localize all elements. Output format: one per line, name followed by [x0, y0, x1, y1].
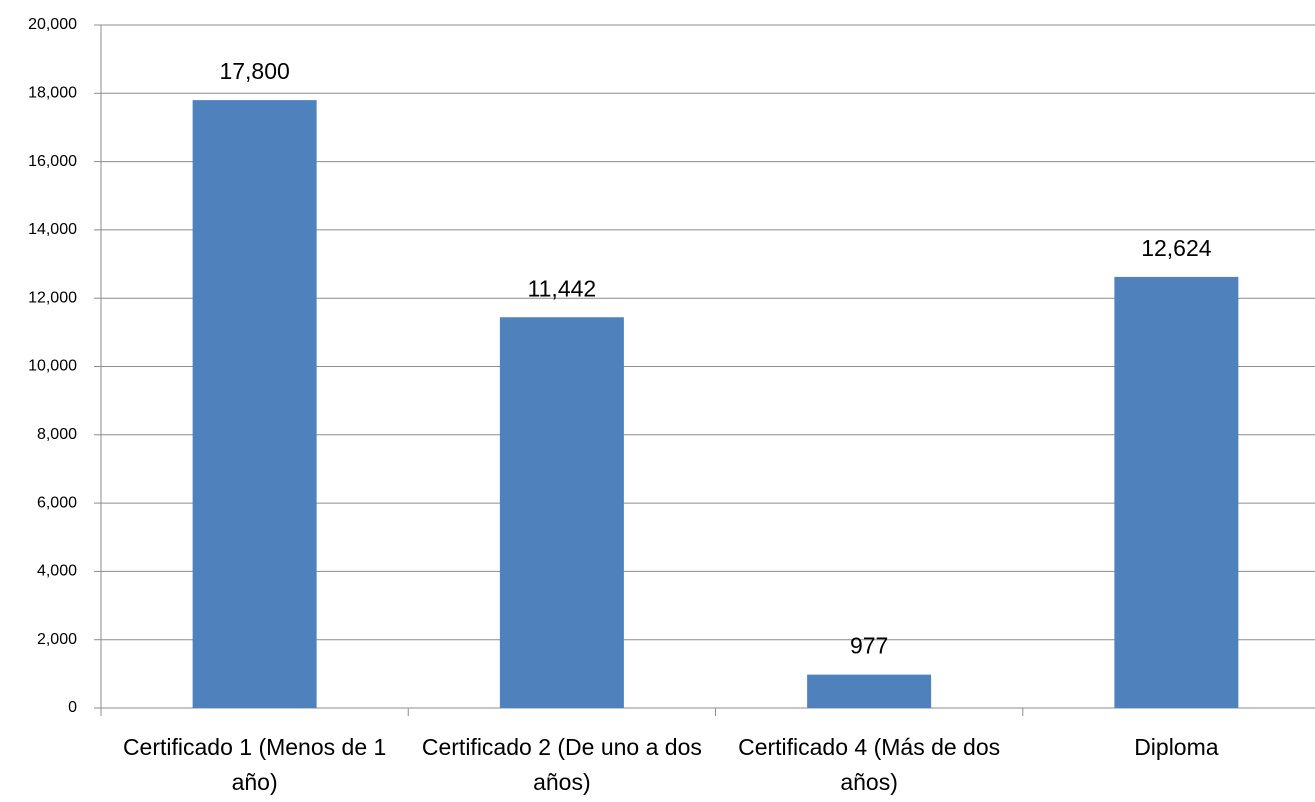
y-tick-label: 10,000 [28, 358, 77, 375]
y-tick-label: 16,000 [28, 153, 77, 170]
y-tick-label: 4,000 [37, 563, 77, 580]
y-tick-label: 6,000 [37, 494, 77, 511]
value-label: 12,624 [1141, 235, 1212, 261]
y-tick-label: 20,000 [28, 16, 77, 33]
bar [192, 100, 317, 708]
y-tick-label: 2,000 [37, 631, 77, 648]
x-tick-label: Certificado 4 (Más de dos años) [738, 734, 1001, 795]
x-tick-label: Certificado 1 (Menos de 1 año) [122, 734, 387, 795]
bar [499, 317, 624, 708]
x-tick-label: Certificado 2 (De uno a dos años) [421, 734, 702, 795]
y-tick-label: 12,000 [28, 289, 77, 306]
bar [807, 674, 932, 708]
y-tick-label: 8,000 [37, 426, 77, 443]
bar [1114, 276, 1239, 708]
y-tick-label: 0 [68, 699, 77, 716]
x-tick-label: Diploma [1134, 734, 1219, 760]
value-label: 11,442 [528, 275, 597, 301]
value-label: 17,800 [219, 58, 289, 84]
value-label: 977 [850, 633, 888, 659]
y-tick-label: 14,000 [28, 221, 77, 238]
y-tick-label: 18,000 [28, 85, 77, 102]
